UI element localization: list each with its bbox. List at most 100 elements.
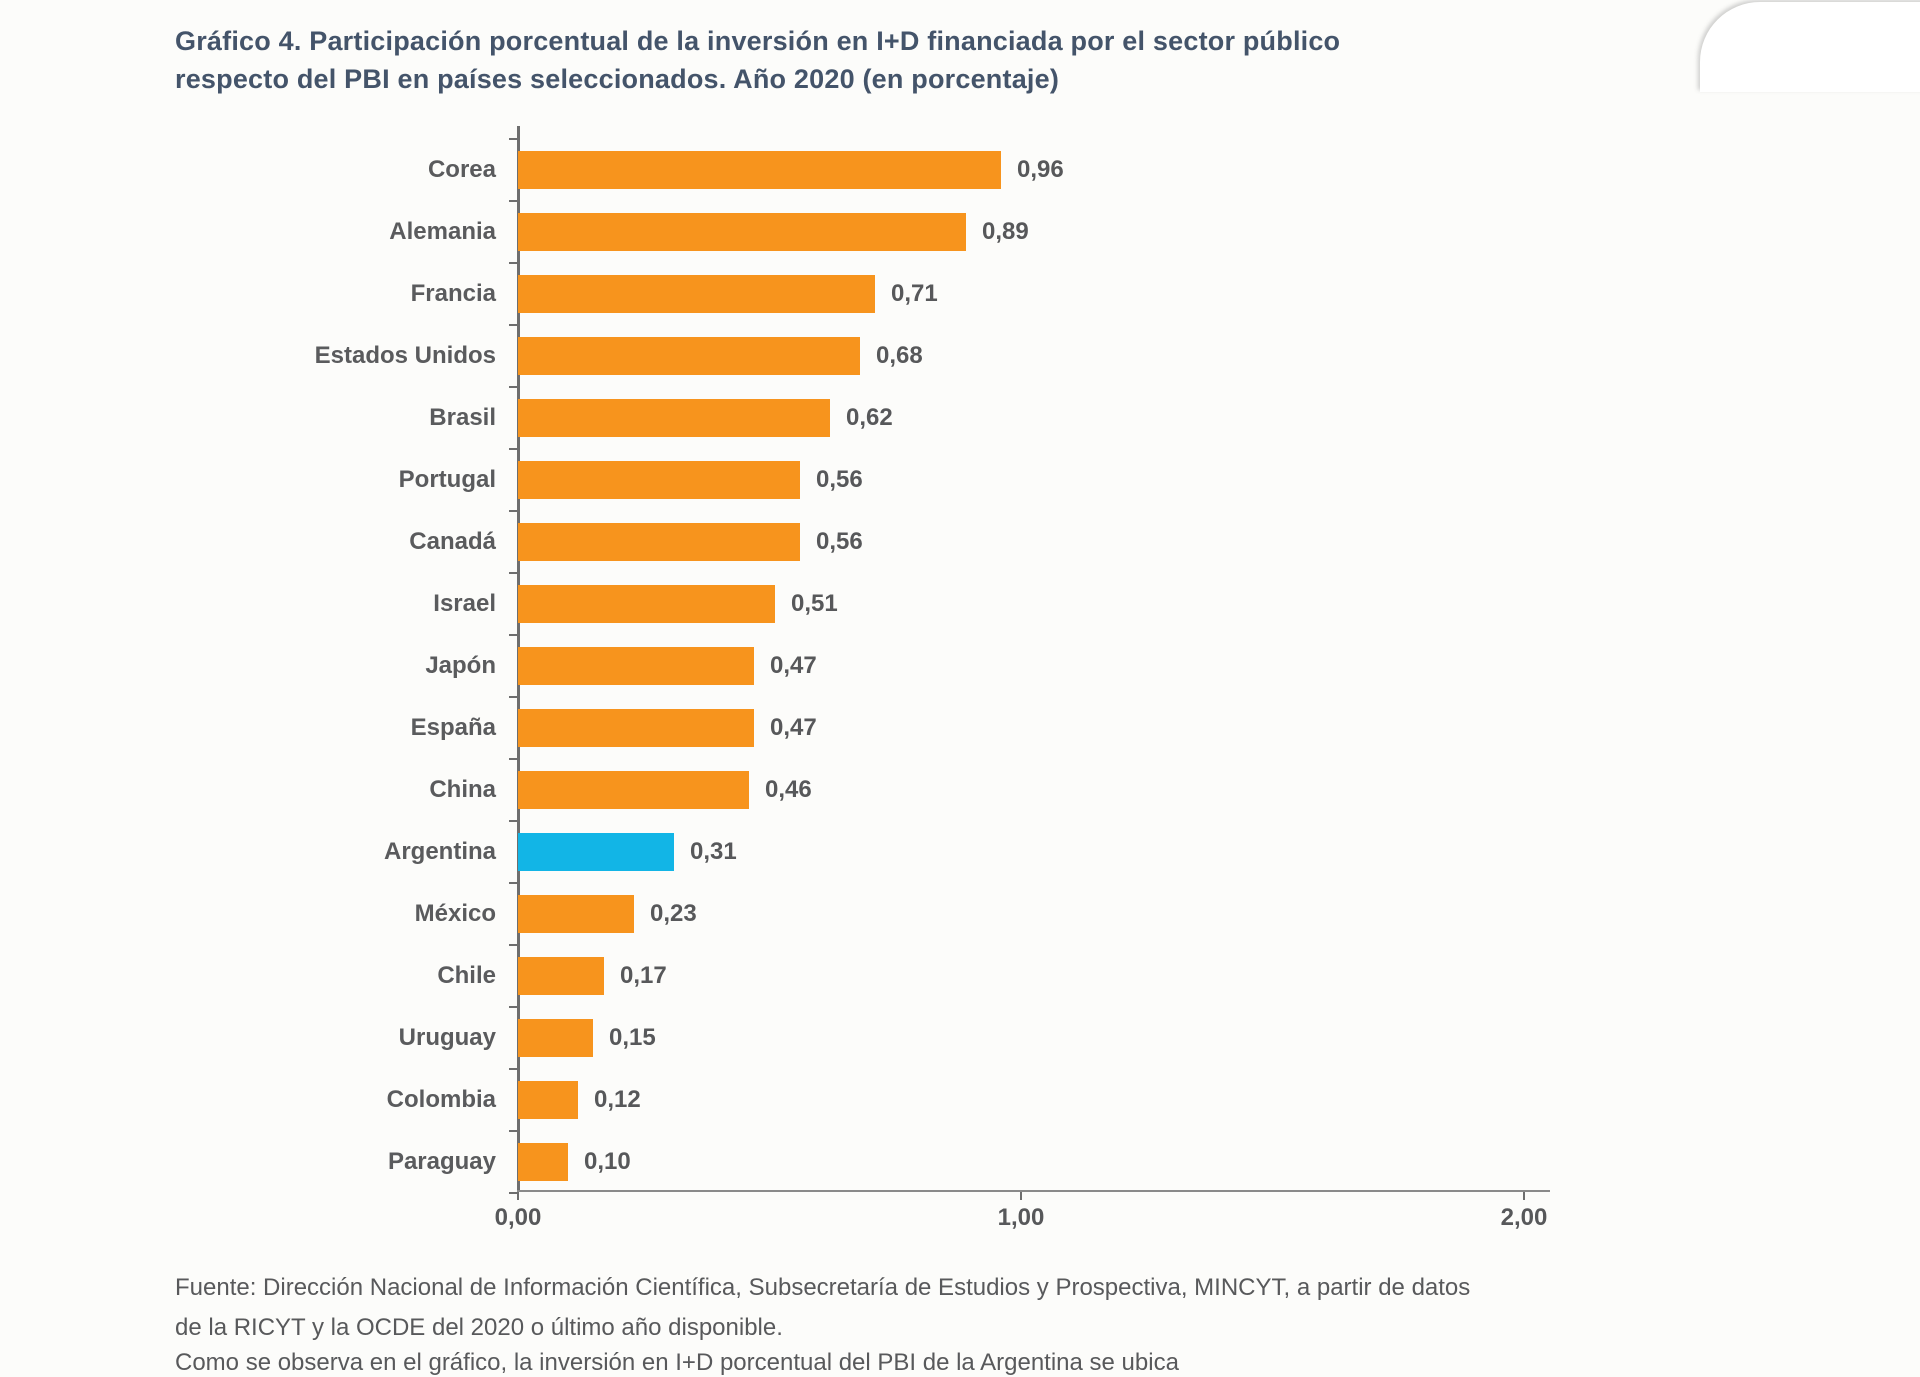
value-label: 0,89 <box>982 218 1029 246</box>
bar-rows-container: Corea 0,96 Alemania 0,89 Francia 0,71 Estados … <box>175 139 1595 1193</box>
bar <box>518 523 800 561</box>
category-label: Brasil <box>175 404 518 432</box>
category-label: China <box>175 776 518 804</box>
value-label: 0,17 <box>620 962 667 990</box>
value-label: 0,62 <box>846 404 893 432</box>
source-note-line2: de la RICYT y la OCDE del 2020 o último … <box>175 1314 783 1341</box>
bar <box>518 337 860 375</box>
bar <box>518 647 754 685</box>
category-tick <box>509 386 517 388</box>
value-label: 0,47 <box>770 652 817 680</box>
bar-row: Paraguay 0,10 <box>175 1131 1595 1193</box>
bar-row: Japón 0,47 <box>175 635 1595 697</box>
category-tick <box>509 820 517 822</box>
bar <box>518 771 749 809</box>
value-label: 0,71 <box>891 280 938 308</box>
category-tick <box>509 944 517 946</box>
bar-row: Francia 0,71 <box>175 263 1595 325</box>
value-label: 0,51 <box>791 590 838 618</box>
bar-row: México 0,23 <box>175 883 1595 945</box>
value-label: 0,46 <box>765 776 812 804</box>
value-label: 0,10 <box>584 1148 631 1176</box>
category-tick <box>509 1130 517 1132</box>
x-axis-tick <box>517 1192 519 1200</box>
category-label: Alemania <box>175 218 518 246</box>
bar-row: Brasil 0,62 <box>175 387 1595 449</box>
category-label: Japón <box>175 652 518 680</box>
x-axis-tick <box>1020 1192 1022 1200</box>
bar-row: Portugal 0,56 <box>175 449 1595 511</box>
category-tick <box>509 572 517 574</box>
bar <box>518 895 634 933</box>
category-label: Estados Unidos <box>175 342 518 370</box>
category-label: Israel <box>175 590 518 618</box>
value-label: 0,23 <box>650 900 697 928</box>
bar <box>518 213 966 251</box>
value-label: 0,15 <box>609 1024 656 1052</box>
source-note-line1: Fuente: Dirección Nacional de Informació… <box>175 1274 1470 1301</box>
value-label: 0,56 <box>816 528 863 556</box>
bar-row: Alemania 0,89 <box>175 201 1595 263</box>
x-axis-tick-label: 1,00 <box>961 1204 1081 1232</box>
category-tick <box>509 262 517 264</box>
bar-row: Chile 0,17 <box>175 945 1595 1007</box>
value-label: 0,31 <box>690 838 737 866</box>
value-label: 0,47 <box>770 714 817 742</box>
bar-row: Uruguay 0,15 <box>175 1007 1595 1069</box>
bar-row: Corea 0,96 <box>175 139 1595 201</box>
bar-row: Canadá 0,56 <box>175 511 1595 573</box>
category-tick <box>509 510 517 512</box>
category-tick <box>509 634 517 636</box>
category-tick <box>509 448 517 450</box>
bar <box>518 709 754 747</box>
category-tick <box>509 1006 517 1008</box>
x-axis-tick <box>1523 1192 1525 1200</box>
category-label: Portugal <box>175 466 518 494</box>
bar-row: China 0,46 <box>175 759 1595 821</box>
category-tick <box>509 200 517 202</box>
category-label: Argentina <box>175 838 518 866</box>
bar <box>518 399 830 437</box>
bar <box>518 1019 593 1057</box>
category-label: Colombia <box>175 1086 518 1114</box>
bar <box>518 957 604 995</box>
category-label: Chile <box>175 962 518 990</box>
bar-row: Israel 0,51 <box>175 573 1595 635</box>
category-tick <box>509 1192 517 1194</box>
category-tick <box>509 696 517 698</box>
bar <box>518 461 800 499</box>
category-tick <box>509 1068 517 1070</box>
category-tick <box>509 758 517 760</box>
bar-highlighted <box>518 833 674 871</box>
category-label: Corea <box>175 156 518 184</box>
value-label: 0,12 <box>594 1086 641 1114</box>
bar <box>518 585 775 623</box>
value-label: 0,96 <box>1017 156 1064 184</box>
value-label: 0,68 <box>876 342 923 370</box>
x-axis-tick-label: 0,00 <box>458 1204 578 1232</box>
category-label: Canadá <box>175 528 518 556</box>
bar <box>518 1143 568 1181</box>
category-label: España <box>175 714 518 742</box>
bar-row: Estados Unidos 0,68 <box>175 325 1595 387</box>
x-axis-tick-label: 2,00 <box>1464 1204 1584 1232</box>
bar <box>518 151 1001 189</box>
category-tick <box>509 882 517 884</box>
bar <box>518 275 875 313</box>
bar-row: Argentina 0,31 <box>175 821 1595 883</box>
category-label: Uruguay <box>175 1024 518 1052</box>
overlay-card-corner <box>1700 2 1920 92</box>
bar-row: España 0,47 <box>175 697 1595 759</box>
clipped-text-line: Como se observa en el gráfico, la invers… <box>175 1349 1575 1377</box>
category-label: Paraguay <box>175 1148 518 1176</box>
category-tick <box>509 138 517 140</box>
category-label: Francia <box>175 280 518 308</box>
category-tick <box>509 324 517 326</box>
bar <box>518 1081 578 1119</box>
value-label: 0,56 <box>816 466 863 494</box>
category-label: México <box>175 900 518 928</box>
source-note: Fuente: Dirección Nacional de Informació… <box>175 1268 1475 1348</box>
bar-row: Colombia 0,12 <box>175 1069 1595 1131</box>
